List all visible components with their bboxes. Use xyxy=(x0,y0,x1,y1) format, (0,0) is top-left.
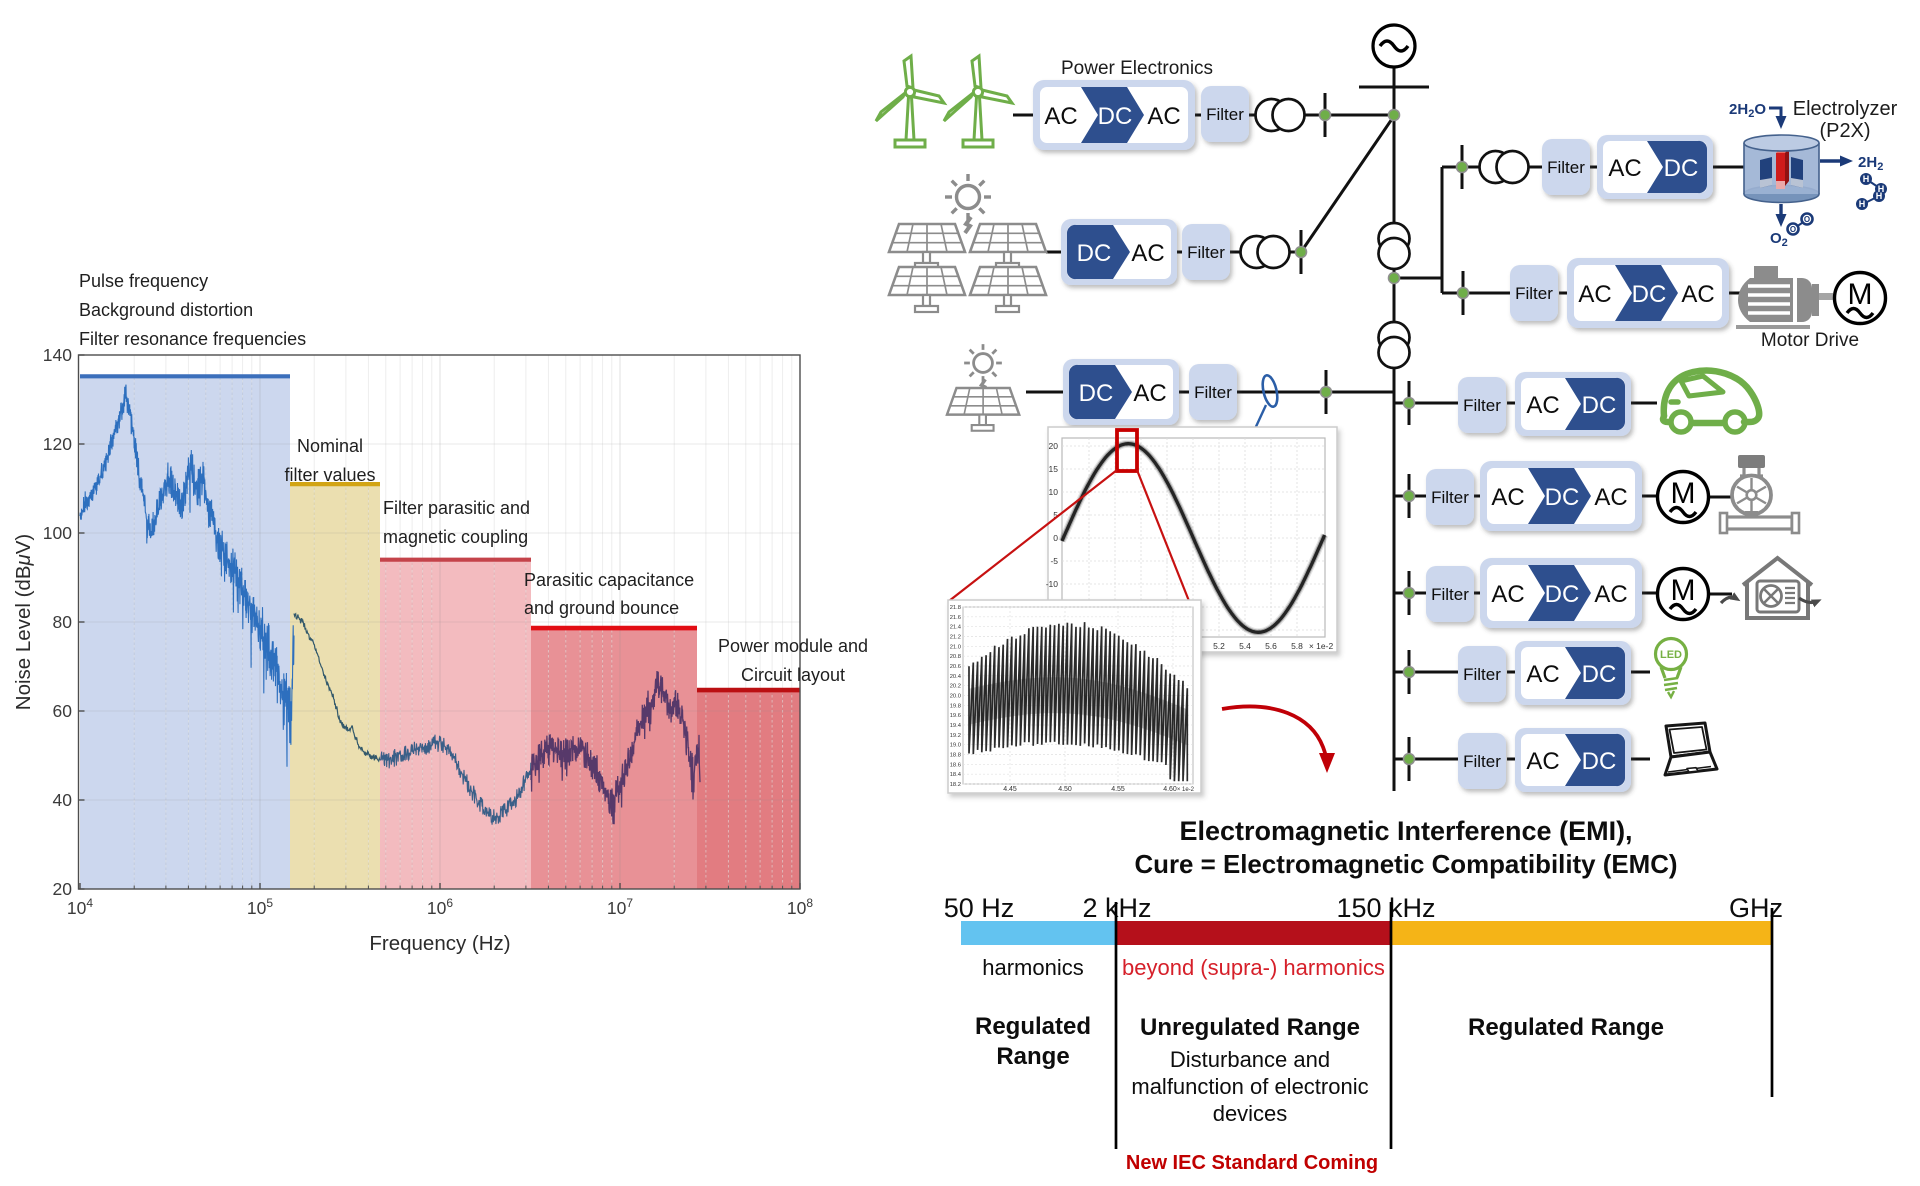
svg-text:0: 0 xyxy=(1053,533,1058,543)
svg-text:105: 105 xyxy=(247,896,273,918)
svg-text:(P2X): (P2X) xyxy=(1819,120,1870,142)
svg-text:20.6: 20.6 xyxy=(950,664,961,670)
svg-text:-10: -10 xyxy=(1046,579,1059,589)
svg-text:108: 108 xyxy=(787,896,813,918)
svg-text:Background distortion: Background distortion xyxy=(79,300,253,320)
svg-text:Unregulated Range: Unregulated Range xyxy=(1140,1014,1360,1041)
svg-text:Frequency (Hz): Frequency (Hz) xyxy=(369,932,510,955)
svg-text:-5: -5 xyxy=(1050,556,1058,566)
svg-text:19.8: 19.8 xyxy=(950,703,961,709)
svg-text:19.4: 19.4 xyxy=(950,723,962,729)
svg-text:Electrolyzer: Electrolyzer xyxy=(1793,98,1898,120)
svg-text:5: 5 xyxy=(1053,510,1058,520)
svg-text:106: 106 xyxy=(427,896,453,918)
svg-text:50 Hz: 50 Hz xyxy=(944,893,1015,923)
svg-text:19.0: 19.0 xyxy=(950,743,961,749)
svg-text:devices: devices xyxy=(1213,1101,1288,1126)
svg-text:2H2O: 2H2O xyxy=(1729,101,1766,120)
svg-text:4.50: 4.50 xyxy=(1058,786,1072,793)
svg-text:20.8: 20.8 xyxy=(950,654,961,660)
svg-text:Parasitic capacitance: Parasitic capacitance xyxy=(524,570,694,590)
svg-text:18.8: 18.8 xyxy=(950,753,961,759)
svg-text:20.4: 20.4 xyxy=(950,674,962,680)
svg-text:beyond (supra-) harmonics: beyond (supra-) harmonics xyxy=(1122,955,1385,980)
svg-text:Circuit layout: Circuit layout xyxy=(741,665,845,685)
svg-text:Electromagnetic Interference (: Electromagnetic Interference (EMI), xyxy=(1179,816,1632,846)
svg-text:Range: Range xyxy=(996,1043,1069,1070)
svg-text:20.0: 20.0 xyxy=(950,694,961,700)
svg-text:60: 60 xyxy=(53,701,73,721)
svg-text:20: 20 xyxy=(53,879,73,899)
svg-text:Regulated: Regulated xyxy=(975,1013,1091,1040)
svg-text:4.45: 4.45 xyxy=(1003,786,1017,793)
svg-text:harmonics: harmonics xyxy=(982,955,1083,980)
svg-text:4.60: 4.60 xyxy=(1163,786,1177,793)
svg-text:Noise Level (dBμV): Noise Level (dBμV) xyxy=(12,534,35,710)
svg-text:O2: O2 xyxy=(1770,230,1788,249)
svg-text:15: 15 xyxy=(1049,464,1059,474)
svg-text:21.0: 21.0 xyxy=(950,644,961,650)
svg-text:GHz: GHz xyxy=(1729,893,1783,923)
svg-text:magnetic coupling: magnetic coupling xyxy=(383,527,528,547)
svg-text:Motor Drive: Motor Drive xyxy=(1761,330,1859,351)
svg-text:20: 20 xyxy=(1049,441,1059,451)
svg-text:5.4: 5.4 xyxy=(1239,641,1251,651)
svg-text:18.6: 18.6 xyxy=(950,762,961,768)
svg-text:Filter resonance frequencies: Filter resonance frequencies xyxy=(79,329,306,349)
svg-text:107: 107 xyxy=(607,896,633,918)
svg-text:H: H xyxy=(1876,191,1883,201)
svg-text:5.2: 5.2 xyxy=(1213,641,1225,651)
svg-text:H: H xyxy=(1863,174,1870,184)
svg-text:Power Electronics: Power Electronics xyxy=(1061,58,1213,79)
svg-text:4.55: 4.55 xyxy=(1111,786,1125,793)
svg-text:18.2: 18.2 xyxy=(950,782,961,788)
svg-text:O: O xyxy=(1804,215,1810,224)
svg-text:10: 10 xyxy=(1049,487,1059,497)
svg-text:20.2: 20.2 xyxy=(950,684,961,690)
svg-text:19.6: 19.6 xyxy=(950,713,961,719)
svg-text:21.2: 21.2 xyxy=(950,635,961,641)
svg-text:80: 80 xyxy=(53,612,73,632)
svg-text:5.8: 5.8 xyxy=(1291,641,1303,651)
svg-text:2H2: 2H2 xyxy=(1858,154,1883,173)
svg-text:O: O xyxy=(1790,225,1796,234)
svg-text:Power module and: Power module and xyxy=(718,636,868,656)
svg-text:New IEC Standard Coming: New IEC Standard Coming xyxy=(1126,1152,1378,1174)
svg-text:5.6: 5.6 xyxy=(1265,641,1277,651)
svg-text:100: 100 xyxy=(43,523,72,543)
svg-text:18.4: 18.4 xyxy=(950,772,962,778)
svg-text:21.4: 21.4 xyxy=(950,625,962,631)
svg-text:150 kHz: 150 kHz xyxy=(1336,893,1435,923)
svg-text:H: H xyxy=(1878,184,1885,194)
svg-text:Regulated Range: Regulated Range xyxy=(1468,1014,1664,1041)
svg-text:21.6: 21.6 xyxy=(950,615,961,621)
svg-text:140: 140 xyxy=(43,345,72,365)
svg-text:H: H xyxy=(1859,199,1866,209)
svg-text:Disturbance and: Disturbance and xyxy=(1170,1047,1330,1072)
svg-text:21.8: 21.8 xyxy=(950,605,961,611)
svg-text:and ground bounce: and ground bounce xyxy=(524,598,679,618)
svg-text:malfunction of electronic: malfunction of electronic xyxy=(1131,1074,1368,1099)
svg-text:filter values: filter values xyxy=(284,465,375,485)
svg-text:120: 120 xyxy=(43,434,72,454)
svg-text:40: 40 xyxy=(53,790,73,810)
svg-text:Pulse frequency: Pulse frequency xyxy=(79,271,208,291)
svg-text:104: 104 xyxy=(67,896,93,918)
svg-text:19.2: 19.2 xyxy=(950,733,961,739)
svg-text:Nominal: Nominal xyxy=(297,436,363,456)
svg-text:Filter parasitic and: Filter parasitic and xyxy=(383,498,530,518)
svg-text:× 1e-2: × 1e-2 xyxy=(1177,787,1195,793)
svg-text:Cure = Electromagnetic Compati: Cure = Electromagnetic Compatibility (EM… xyxy=(1134,851,1677,879)
svg-text:× 1e-2: × 1e-2 xyxy=(1309,641,1334,651)
